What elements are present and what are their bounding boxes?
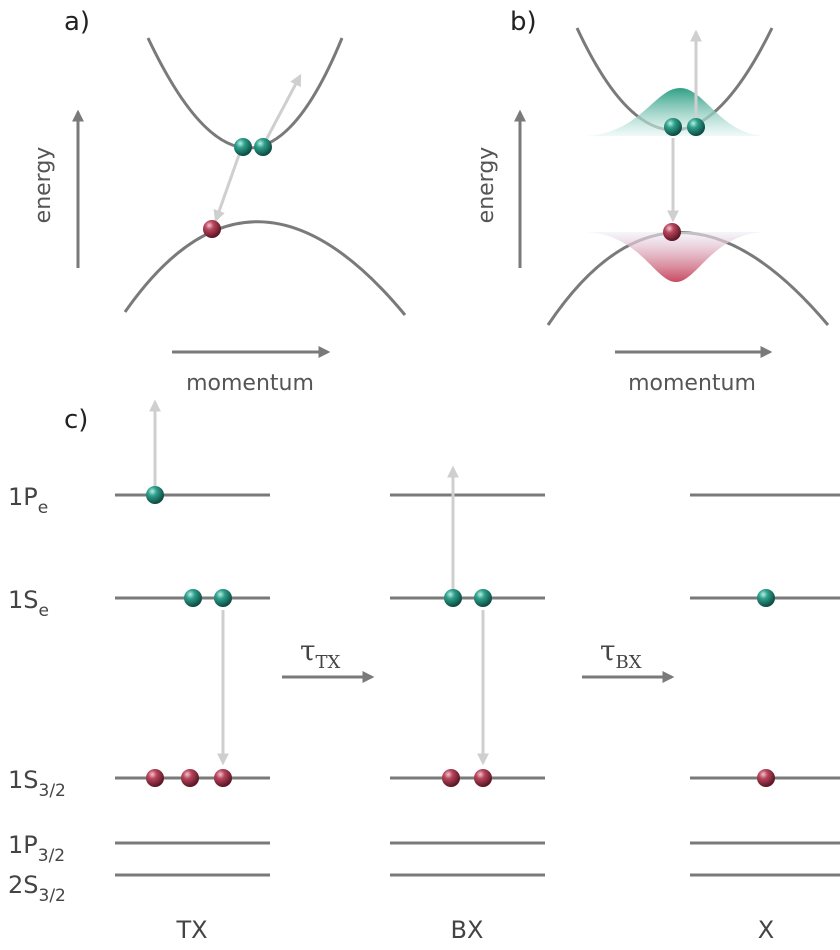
label-main: 1S — [8, 586, 39, 614]
electron — [234, 138, 252, 156]
electron — [184, 589, 202, 607]
level-label: 1Pe — [8, 483, 48, 518]
hole — [214, 769, 232, 787]
label-sub: 3/2 — [38, 846, 65, 866]
level-label: 1S3/2 — [8, 766, 66, 801]
label-sub: 3/2 — [39, 886, 66, 906]
hole — [474, 769, 492, 787]
label-main: 1P — [8, 483, 38, 511]
label-main: τ — [300, 634, 316, 667]
label-main: 1P — [8, 831, 38, 859]
electron — [687, 118, 705, 136]
conduction-band — [148, 38, 342, 148]
state-label: BX — [451, 916, 484, 944]
hole — [442, 769, 460, 787]
axis-label: energy — [474, 147, 499, 224]
panel-label: a) — [64, 7, 90, 37]
axis-label: momentum — [186, 371, 314, 396]
label-sub: BX — [616, 652, 642, 673]
hole — [663, 223, 681, 241]
valence-band — [125, 222, 405, 315]
label-main: 2S — [8, 871, 39, 899]
level-label: 1P3/2 — [8, 831, 65, 866]
electron — [757, 589, 775, 607]
label-sub: TX — [316, 652, 341, 673]
hole — [181, 769, 199, 787]
electron — [214, 589, 232, 607]
state-label: X — [758, 916, 774, 944]
transition-arrow — [265, 76, 300, 142]
label-main: τ — [600, 634, 616, 667]
electron — [474, 589, 492, 607]
label-sub: e — [38, 498, 48, 518]
figure: a) energy momentum b) energy momentum c)… — [0, 0, 840, 950]
electron — [664, 118, 682, 136]
electron — [444, 589, 462, 607]
level-label: 2S3/2 — [8, 871, 66, 906]
electron — [254, 138, 272, 156]
hole — [146, 769, 164, 787]
hole — [203, 220, 221, 238]
axis-label: energy — [31, 147, 56, 224]
transition-label: τBX — [600, 634, 642, 673]
label-sub: e — [39, 601, 49, 621]
transition-arrow — [216, 152, 240, 220]
hole — [757, 769, 775, 787]
label-main: 1S — [8, 766, 39, 794]
panel-label: b) — [510, 7, 537, 37]
label-sub: 3/2 — [39, 781, 66, 801]
electron — [146, 486, 164, 504]
state-label: TX — [175, 916, 207, 944]
panel-label: c) — [64, 405, 88, 435]
level-label: 1Se — [8, 586, 49, 621]
transition-label: τTX — [300, 634, 341, 673]
axis-label: momentum — [628, 371, 756, 396]
